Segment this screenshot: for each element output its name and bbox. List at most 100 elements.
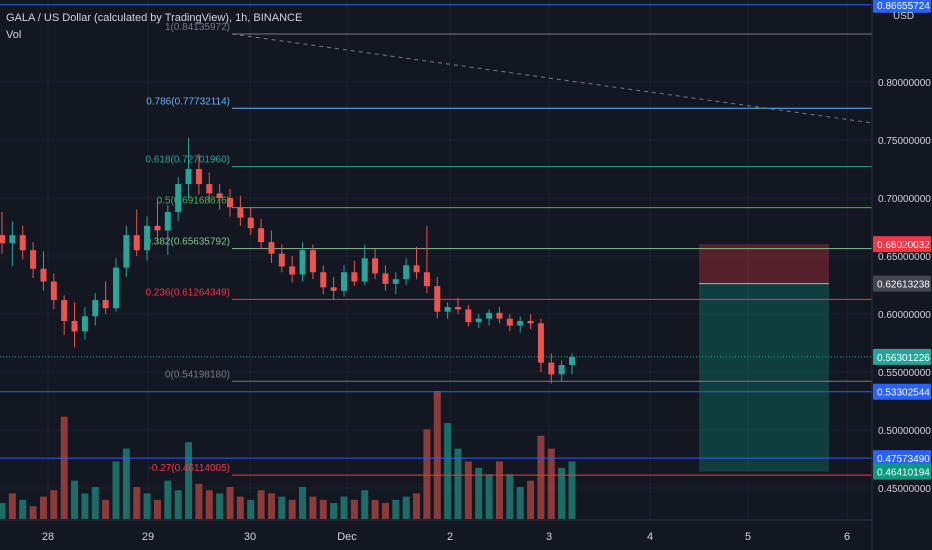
fib-level-label: 0.618(0.72701960) [145,155,230,166]
candle-body [144,225,151,251]
volume-bar [361,490,369,519]
candle-body [71,320,78,332]
candle-body [403,265,410,280]
x-tick-label: 5 [745,531,751,543]
top-line-price-badge: 0.86655724 [877,1,930,12]
take-profit-zone[interactable] [699,283,829,472]
candle-body [496,312,503,319]
fib-level-label: 0.236(0.61264349) [145,287,230,298]
short-position-tool[interactable] [699,244,829,472]
volume-bar [309,496,317,519]
candle-body [216,193,223,198]
candle-body [278,253,285,267]
volume-bar [537,435,545,519]
candle-body [517,320,524,326]
x-tick-label: 4 [647,531,653,543]
y-tick-label: 0.60000000 [878,310,931,321]
candle-body [195,169,202,185]
y-tick-label: 0.75000000 [878,136,931,147]
lower-line-price-badge-bg [873,450,931,467]
volume-bar [495,461,503,519]
candle-body [382,273,389,284]
candle-body [81,316,88,332]
volume-bar [402,496,410,519]
candle-body [227,198,233,208]
price-badges: 0.86655724 0.66020032 0.62613238 0.56301226… [873,0,931,480]
volume-bar [413,493,421,519]
candle-body [392,279,399,284]
volume-bar [319,499,327,519]
volume-bar [247,499,255,519]
candle-body [537,323,544,363]
dashed-trend-line[interactable] [231,33,871,124]
volume-bar [257,490,265,519]
price-axis[interactable]: 0.80000000 0.75000000 0.70000000 0.65000000… [878,78,931,495]
candle-body [268,242,275,254]
candle-body [92,300,99,317]
fib-levels[interactable]: 1(0.84135972) 0.786(0.77732114) 0.618(0.72… [0,4,872,476]
volume-bar [50,490,58,519]
x-tick-label: 30 [244,531,256,543]
volume-bars [0,391,576,519]
trend-line[interactable] [231,33,871,124]
support-line-price-badge: 0.53302544 [877,388,930,399]
candle-body [361,258,368,282]
volume-bar [226,487,234,519]
candle-body [133,235,140,251]
volume-bar [60,416,68,519]
volume-bar [381,503,389,519]
currency-label: USD [893,11,915,22]
candle-body [341,272,347,291]
candle-body [206,184,213,194]
x-tick-label: Dec [337,531,357,543]
candle-body [330,287,337,291]
stop-loss-zone[interactable] [699,244,829,284]
volume-bar [205,490,213,519]
volume-bar [299,487,307,519]
volume-bar [278,496,286,519]
top-line-price-badge-bg [873,0,931,13]
volume-bar [81,493,89,519]
volume-bar [8,493,16,519]
candle-body [413,265,420,273]
candle-body [0,235,5,244]
time-axis[interactable]: 28 29 30 Dec 2 3 4 5 6 [42,531,850,543]
lower-line-price-badge: 0.47573490 [877,454,930,465]
volume-bar [527,480,535,519]
volume-bar [547,448,555,519]
volume-bar [558,467,566,519]
candle-body [123,235,130,268]
y-tick-label: 0.65000000 [878,252,931,263]
last-price-badge-bg [873,348,931,365]
candle-body [569,356,575,366]
fib-level-label: 0.5(0.69168876) [157,196,230,207]
volume-bar [29,506,37,519]
volume-bar [371,499,379,519]
volume-bar [216,493,224,519]
y-tick-label: 0.45000000 [878,484,931,495]
target-price-badge-bg [873,463,931,480]
target-price-badge: 0.46410194 [877,468,930,479]
volume-bar [475,467,483,519]
volume-bar [185,442,193,519]
volume-bar [112,461,120,519]
last-price-badge: 0.56301226 [877,353,930,364]
candle-body [558,365,565,375]
x-tick-label: 29 [142,531,154,543]
candle-body [9,235,16,244]
candle-body [309,250,316,273]
candle-body [465,309,472,323]
y-tick-label: 0.50000000 [878,426,931,437]
volume-bar [91,487,99,519]
candle-body [61,300,68,321]
volume-bar [267,493,275,519]
candle-body [258,228,265,243]
candle-body [30,250,37,269]
x-tick-label: 3 [546,531,552,543]
x-tick-label: 2 [447,531,453,543]
candle-body [113,267,119,309]
candle-body [164,211,171,231]
volume-bar [153,499,161,519]
volume-bar [464,461,472,519]
